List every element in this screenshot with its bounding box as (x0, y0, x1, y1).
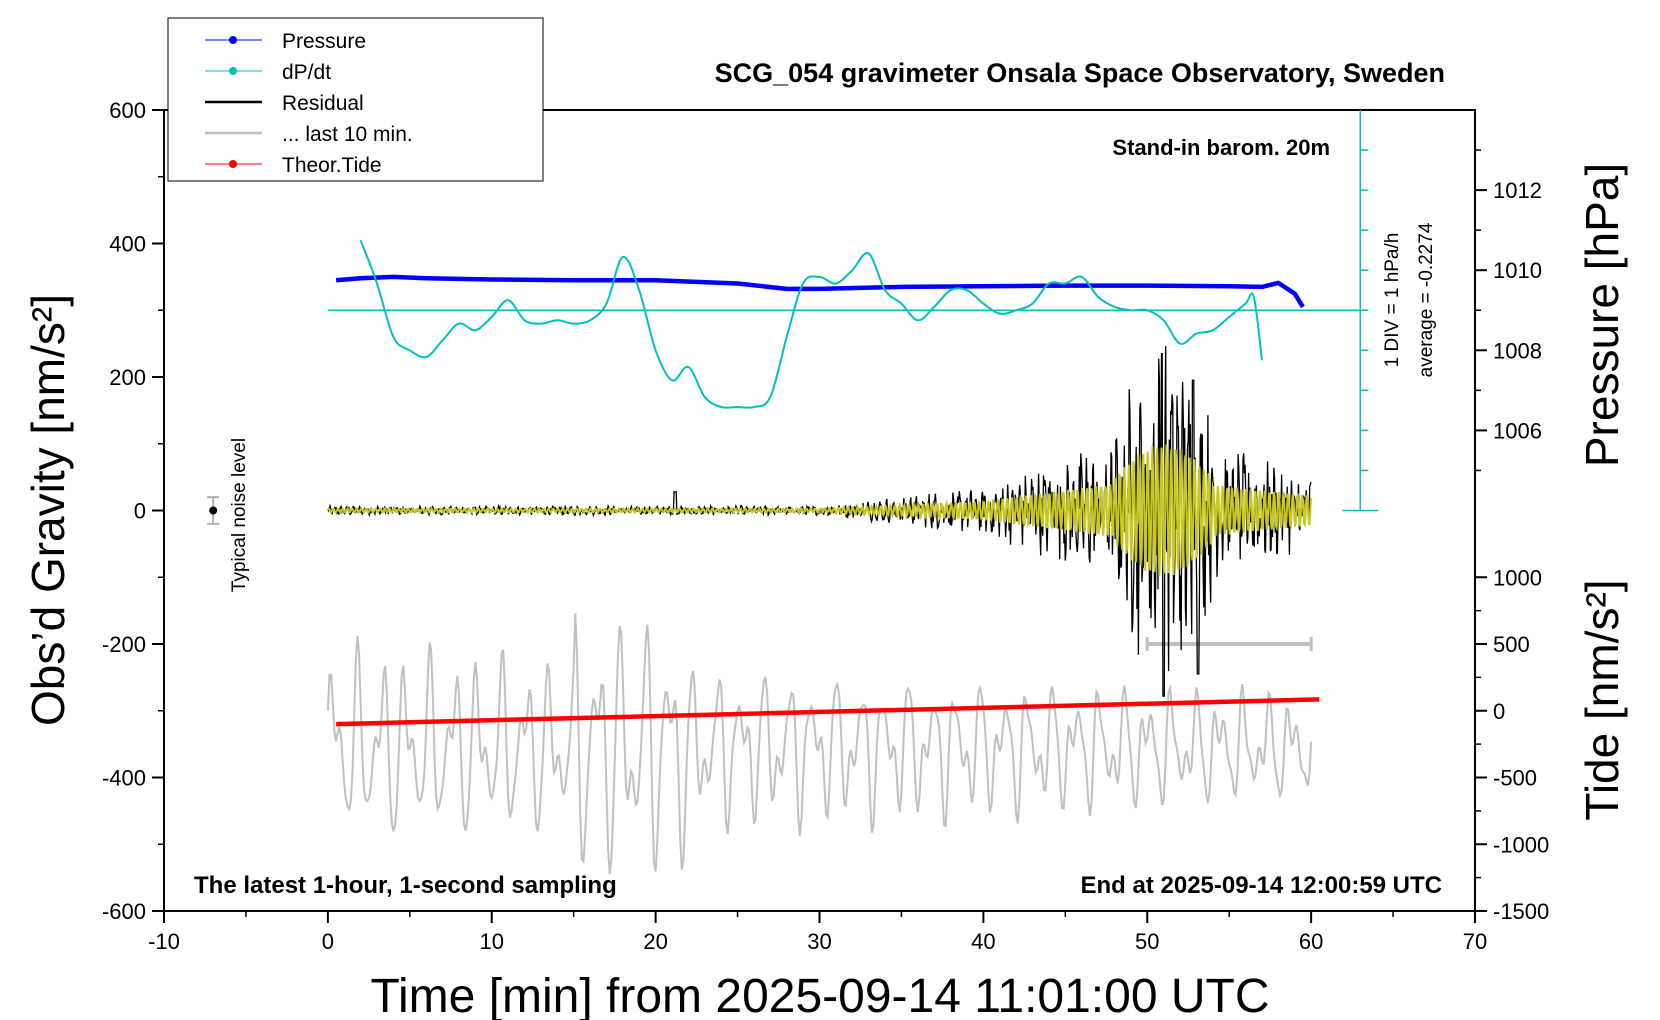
tide-tick-label: -1000 (1493, 832, 1549, 857)
tide-tick-label: -500 (1493, 766, 1537, 791)
legend-marker (229, 67, 237, 75)
y-tick-label: 0 (134, 499, 146, 524)
y-axis-tide: -1500 -1000 -500 0 500 1000 (1475, 565, 1549, 924)
tide-tick-label: 1000 (1493, 565, 1542, 590)
dp-dt-line (359, 239, 1263, 409)
y-tick-label: -200 (102, 632, 146, 657)
residual-trace (327, 346, 1313, 697)
pressure-line (335, 274, 1305, 309)
dpdt-scale-label: 1 DIV = 1 hPa/h (1382, 233, 1403, 368)
noise-dot (209, 506, 218, 515)
y-tick-label: -400 (102, 766, 146, 791)
x-tick-label: -10 (148, 929, 180, 954)
tide-tick-label: 500 (1493, 632, 1530, 657)
y-tick-label: 600 (109, 98, 146, 123)
x-axis-title: Time [min] from 2025-09-14 11:01:00 UTC (370, 970, 1269, 1020)
legend-marker (229, 160, 237, 168)
chart-title: SCG_054 gravimeter Onsala Space Observat… (715, 58, 1445, 88)
legend-label: Residual (282, 92, 364, 115)
legend-label: ... last 10 min. (282, 123, 413, 146)
legend-box (167, 17, 544, 182)
legend-label: dP/dt (282, 61, 331, 84)
pressure-tick-label: 1012 (1493, 178, 1542, 203)
pressure-tick-label: 1006 (1493, 418, 1542, 443)
noise-label: Typical noise level (229, 438, 250, 592)
x-tick-label: 0 (322, 929, 334, 954)
pressure-tick-label: 1010 (1493, 258, 1542, 283)
pressure-tick-label: 1008 (1493, 338, 1542, 363)
last-10-min-trace (326, 613, 1313, 875)
last-10-min-line (326, 613, 1313, 875)
x-tick-label: 40 (971, 929, 995, 954)
tide-tick-label: 0 (1493, 699, 1505, 724)
y-axis-title-gravity: Obs’d Gravity [nm/s²] (22, 294, 74, 726)
residual-filtered-line (327, 444, 1313, 577)
dpdt-scale: 1 DIV = 1 hPa/h average = -0.2274 (327, 110, 1437, 512)
x-tick-label: 30 (807, 929, 831, 954)
end-at-note: End at 2025-09-14 12:00:59 UTC (1081, 872, 1443, 899)
y-tick-label: -600 (102, 899, 146, 924)
x-tick-label: 60 (1299, 929, 1323, 954)
legend-entries: Pressure dP/dt Residual ... last 10 min. The… (205, 30, 413, 177)
x-tick-label: 20 (643, 929, 667, 954)
legend: Pressure dP/dt Residual ... last 10 min. The… (167, 17, 544, 182)
noise-level-marker: Typical noise level (207, 438, 250, 592)
legend-label: Pressure (282, 30, 366, 53)
y-tick-label: 200 (109, 365, 146, 390)
y-tick-label: 400 (109, 232, 146, 257)
theor-tide-line (336, 697, 1320, 727)
stand-in-note: Stand-in barom. 20m (1112, 135, 1330, 160)
x-tick-label: 70 (1463, 929, 1487, 954)
dpdt-average-label: average = -0.2274 (1416, 222, 1437, 377)
y-axis-title-tide: Tide [nm/s²] (1576, 579, 1628, 820)
latest-note: The latest 1-hour, 1-second sampling (194, 872, 617, 899)
legend-label: Theor.Tide (282, 154, 382, 177)
x-axis: -10 0 10 20 30 40 50 60 70 (148, 911, 1487, 954)
x-tick-label: 10 (480, 929, 504, 954)
y-axis-gravity: -600 -400 -200 0 200 400 600 (102, 98, 164, 924)
tide-tick-label: -1500 (1493, 899, 1549, 924)
y-axis-title-pressure: Pressure [hPa] (1576, 163, 1628, 467)
legend-marker (229, 36, 237, 44)
y-axis-pressure: 1006 1008 1010 1012 (1475, 149, 1542, 472)
x-tick-label: 50 (1135, 929, 1159, 954)
